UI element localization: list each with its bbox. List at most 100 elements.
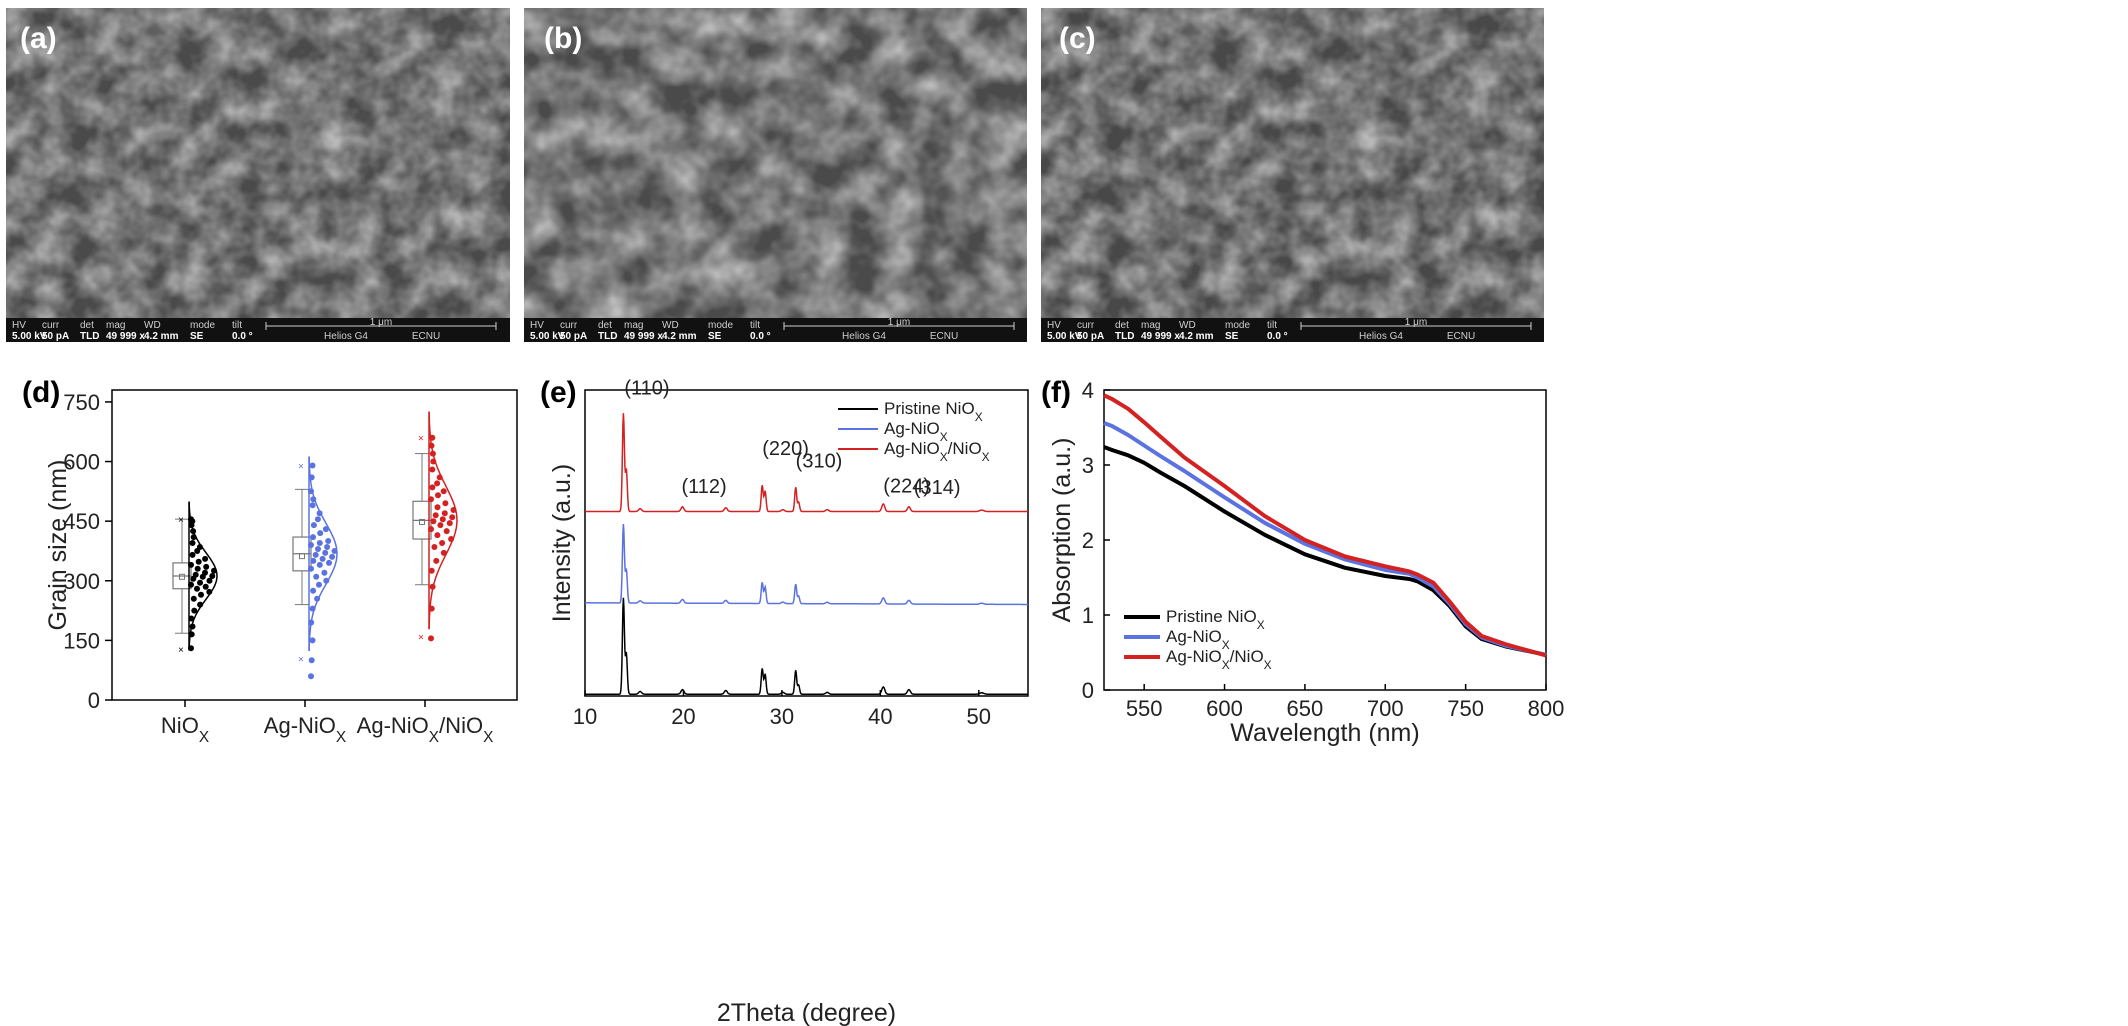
sem-info-label: mag xyxy=(106,320,125,331)
y-axis-title: Intensity (a.u.) xyxy=(548,464,576,622)
legend-label-sub2: X xyxy=(1264,658,1272,672)
sem-info-value: 5.00 kV xyxy=(530,331,565,342)
data-point xyxy=(429,434,436,441)
data-point xyxy=(309,637,316,644)
panel-label-e: (e) xyxy=(540,376,577,409)
data-point xyxy=(428,526,434,533)
data-point xyxy=(310,522,317,529)
sem-info-label: HV xyxy=(530,320,544,331)
data-point xyxy=(428,567,435,574)
scale-bar-label: 1 μm xyxy=(370,317,392,328)
y-tick-label: 4 xyxy=(1082,378,1094,403)
data-point xyxy=(309,605,316,612)
data-point xyxy=(440,549,447,556)
sem-info-value: 4.2 mm xyxy=(1179,331,1214,342)
data-point xyxy=(322,526,329,533)
y-tick-label: 300 xyxy=(63,569,100,594)
data-point xyxy=(189,551,196,558)
sem-institution: ECNU xyxy=(1447,331,1475,342)
sem-info-value: TLD xyxy=(1115,331,1134,342)
data-point xyxy=(202,555,209,562)
data-point xyxy=(314,595,321,602)
x-axis-title: 2Theta (degree) xyxy=(717,999,896,1026)
sem-info-bg xyxy=(6,318,510,342)
data-point xyxy=(429,484,436,491)
data-point xyxy=(321,569,328,576)
x-category-label-sub: X xyxy=(429,729,439,746)
data-point xyxy=(188,516,194,523)
y-tick-label: 3 xyxy=(1082,453,1094,478)
sem-info-label: HV xyxy=(1047,320,1061,331)
sem-info-value: 5.00 kV xyxy=(12,331,47,342)
xrd-series-line xyxy=(585,597,1028,695)
box-extreme-marker: × xyxy=(418,632,424,643)
data-point xyxy=(324,544,331,550)
x-category-label: NiOX xyxy=(161,713,209,746)
sem-image-c: (c) xyxy=(1041,8,1544,318)
sem-info-label: WD xyxy=(1179,320,1196,331)
data-point xyxy=(308,673,314,680)
sem-info-label: tilt xyxy=(1267,320,1277,331)
panel-label-c: (c) xyxy=(1059,22,1096,55)
x-axis-title: Wavelength (nm) xyxy=(1230,719,1419,747)
data-point xyxy=(196,544,203,550)
sem-info-label: mode xyxy=(1225,320,1250,331)
box-mean-marker xyxy=(299,553,305,560)
legend-label-sub: X xyxy=(975,410,983,424)
data-point xyxy=(428,442,435,449)
scale-bar-label: 1 μm xyxy=(888,317,910,328)
legend-label: Pristine NiOX xyxy=(1166,607,1265,632)
data-point xyxy=(310,496,317,503)
peak-annotation: (220) xyxy=(762,438,809,460)
data-point xyxy=(188,615,195,622)
data-point xyxy=(188,631,195,638)
x-category-label-main: Ag-NiO xyxy=(357,713,429,738)
x-category-label: Ag-NiOX xyxy=(264,713,346,746)
sem-info-label: curr xyxy=(42,320,60,331)
x-tick-label: 30 xyxy=(770,704,794,729)
x-tick-label: 20 xyxy=(671,704,695,729)
x-category-label-tail: /NiO xyxy=(439,713,483,738)
data-point xyxy=(437,522,444,529)
data-point xyxy=(310,587,317,594)
box-extreme-marker: × xyxy=(418,434,424,445)
sem-info-value: 4.2 mm xyxy=(144,331,179,342)
peak-annotation: (310) xyxy=(796,451,843,473)
sem-info-value: SE xyxy=(190,331,204,342)
data-point xyxy=(439,540,446,546)
x-tick-label: 600 xyxy=(1206,696,1243,721)
data-point xyxy=(435,492,441,499)
data-point xyxy=(312,551,319,558)
panel-label-b: (b) xyxy=(544,22,582,55)
sem-info-label: mode xyxy=(190,320,215,331)
legend-label: Pristine NiOX xyxy=(884,399,983,424)
data-point xyxy=(449,514,456,521)
data-point xyxy=(192,571,199,578)
box-extreme-marker: × xyxy=(178,515,184,526)
data-point xyxy=(188,561,194,568)
sem-info-bg xyxy=(524,318,1027,342)
plot-frame xyxy=(111,389,518,701)
sem-info-value: TLD xyxy=(598,331,617,342)
sem-instrument: Helios G4 xyxy=(1359,331,1403,342)
y-tick-label: 150 xyxy=(63,628,100,653)
data-point xyxy=(433,557,440,564)
data-point xyxy=(190,595,197,602)
data-point xyxy=(189,540,196,546)
x-tick-label: 40 xyxy=(868,704,892,729)
plot-frame xyxy=(584,389,1029,697)
sem-info-label: curr xyxy=(1077,320,1095,331)
sem-image-b: (b) xyxy=(524,8,1027,318)
data-point xyxy=(434,480,441,487)
data-point xyxy=(430,458,437,465)
sem-info-value: 49 999 x xyxy=(624,331,663,342)
legend-label-sub2: X xyxy=(982,450,990,464)
y-tick-label: 2 xyxy=(1082,528,1094,553)
data-point xyxy=(309,462,316,469)
data-point xyxy=(189,623,196,630)
data-point xyxy=(432,512,439,519)
data-point xyxy=(429,466,436,473)
x-tick-label: 10 xyxy=(573,704,597,729)
